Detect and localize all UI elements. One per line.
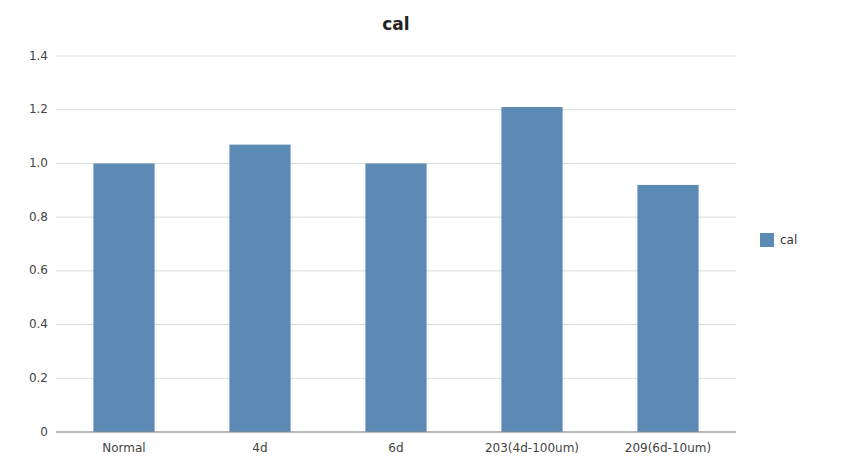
title: cal: [382, 14, 409, 34]
legend: cal: [760, 233, 797, 248]
x-tick-label: 4d: [252, 441, 267, 455]
y-tick-label: 1.4: [29, 49, 48, 63]
chart-svg: cal 0 0.2 0.4 0.6 0.8 1.0 1.2 1.4 Normal 4d 6d 203(4…: [0, 0, 866, 476]
x-axis: Normal 4d 6d 203(4d-100um) 209(6d-10um): [56, 432, 736, 455]
x-tick-label: 6d: [388, 441, 403, 455]
legend-swatch: [760, 233, 774, 247]
grid-line: [56, 432, 736, 433]
y-tick-label: 0: [40, 425, 48, 439]
y-tick-label: 0.8: [29, 210, 48, 224]
y-tick-label: 0.2: [29, 371, 48, 385]
bar: [93, 163, 154, 432]
y-tick-label: 0.4: [29, 317, 48, 331]
x-tick-label: Normal: [102, 441, 145, 455]
bar: [501, 107, 562, 432]
bar: [229, 145, 290, 432]
y-tick-label: 1.2: [29, 102, 48, 116]
bars: [93, 107, 698, 432]
y-tick-label: 1.0: [29, 156, 48, 170]
x-tick-label: 203(4d-100um): [485, 441, 579, 455]
x-axis-line: [56, 432, 736, 433]
y-axis: 0 0.2 0.4 0.6 0.8 1.0 1.2 1.4: [29, 49, 736, 439]
y-tick-label: 0.6: [29, 263, 48, 277]
bar: [637, 185, 698, 432]
grid-line: [56, 56, 736, 57]
x-tick-label: 209(6d-10um): [625, 441, 711, 455]
chart-container: cal 0 0.2 0.4 0.6 0.8 1.0 1.2 1.4 Normal 4d 6d 203(4…: [0, 0, 866, 476]
grid-line: [56, 109, 736, 110]
bar: [365, 163, 426, 432]
legend-label: cal: [780, 233, 797, 247]
